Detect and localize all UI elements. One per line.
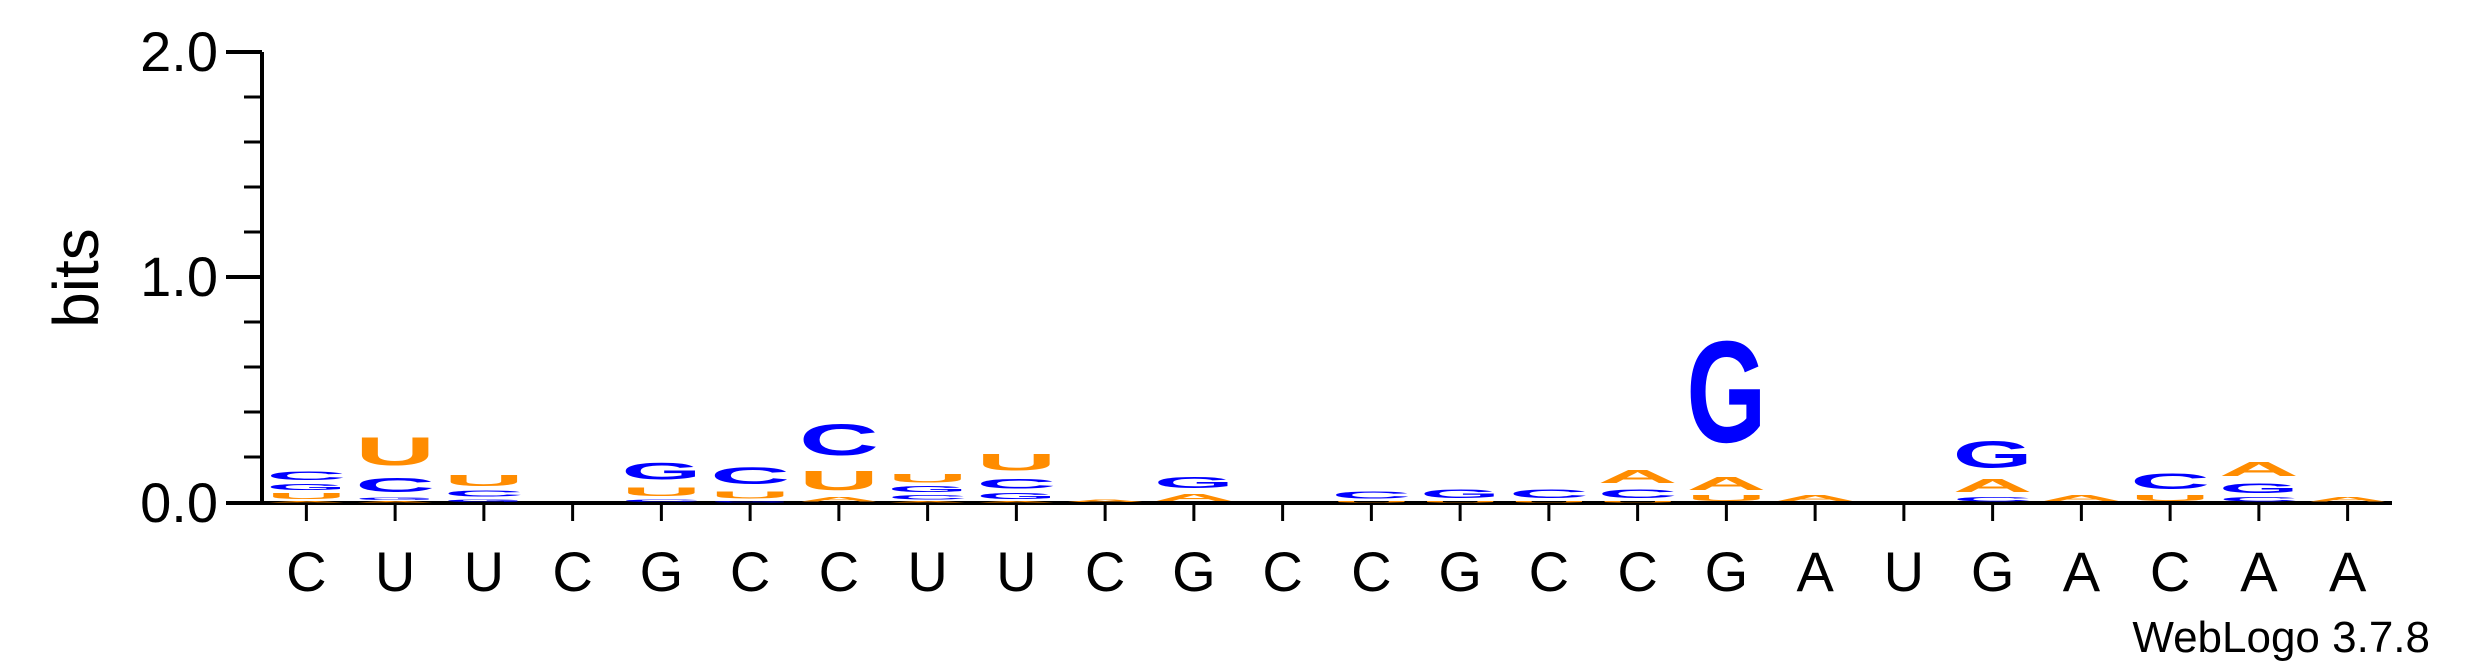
logo-glyph-A: A: [1065, 498, 1145, 503]
x-tick-label: C: [730, 540, 770, 603]
logo-glyph-C: C: [266, 469, 346, 483]
x-tick-label: C: [1617, 540, 1657, 603]
logo-glyph-U: U: [1420, 501, 1500, 503]
logo-glyph-U: U: [2130, 494, 2210, 503]
logo-glyph-A: A: [888, 501, 968, 503]
logo-glyph-G: G: [976, 492, 1056, 501]
logo-glyph-C: C: [2219, 496, 2299, 503]
x-tick-label: C: [1262, 540, 1302, 603]
logo-glyph-U: U: [266, 492, 346, 501]
logo-glyph-C: C: [888, 494, 968, 501]
logo-glyph-G: G: [710, 501, 790, 503]
x-tick-label: G: [1971, 540, 2015, 603]
logo-glyph-A: A: [976, 501, 1056, 503]
logo-glyph-A: A: [2308, 496, 2388, 503]
logo-glyph-C: C: [621, 498, 701, 503]
x-tick-label: U: [1884, 540, 1924, 603]
logo-glyph-A: A: [2041, 494, 2121, 503]
x-ticks: [304, 503, 2350, 521]
logo-glyph-A: A: [799, 496, 879, 503]
y-tick-label-1: 1.0: [140, 245, 218, 308]
logo-glyph-A: A: [1775, 494, 1855, 503]
logo-glyph-U: U: [1331, 501, 1411, 503]
logo-glyph-U: U: [1598, 501, 1678, 503]
logo-glyph-G: G: [1953, 433, 2033, 475]
weblogo-credit: WebLogo 3.7.8: [2132, 613, 2430, 662]
x-tick-label: U: [996, 540, 1036, 603]
x-tick-label: U: [375, 540, 415, 603]
logo-glyph-U: U: [1686, 494, 1766, 503]
logo-glyph-C: C: [444, 489, 524, 498]
x-tick-label: G: [1705, 540, 1749, 603]
logo-glyph-C: C: [976, 476, 1056, 492]
x-tick-label: U: [464, 540, 504, 603]
y-tick-label-0: 0.0: [140, 471, 218, 534]
x-tick-label: U: [907, 540, 947, 603]
logo-glyph-G: G: [266, 483, 346, 492]
logo-glyph-G: G: [1154, 473, 1234, 491]
x-tick-label: A: [2329, 540, 2367, 603]
logo-glyph-C: C: [355, 474, 435, 497]
logo-glyph-G: G: [1420, 487, 1500, 500]
logo-glyph-C: C: [1598, 487, 1678, 501]
x-tick-label: A: [2063, 540, 2101, 603]
x-tick-label: C: [552, 540, 592, 603]
logo-glyph-U: U: [444, 471, 524, 489]
logo-glyph-U: U: [710, 489, 790, 500]
logo-glyph-G: G: [2219, 480, 2299, 496]
logo-glyph-A: A: [266, 501, 346, 503]
logo-glyph-A: A: [1686, 474, 1766, 494]
logo-glyph-G: G: [355, 496, 435, 500]
logo-glyph-A: A: [1598, 467, 1678, 487]
logo-glyph-A: A: [2219, 458, 2299, 481]
logo-glyph-A: A: [355, 501, 435, 503]
logo-glyph-U: U: [1509, 501, 1589, 503]
logo-glyph-C: C: [1509, 487, 1589, 501]
logo-glyph-U: U: [888, 471, 968, 485]
logo-glyph-G: G: [444, 499, 524, 503]
logo-glyph-C: C: [710, 462, 790, 489]
x-tick-label: C: [1529, 540, 1569, 603]
logo-glyph-C: C: [1331, 489, 1411, 500]
logo-glyph-U: U: [799, 465, 879, 496]
x-tick-label: C: [286, 540, 326, 603]
x-tick-label: G: [1438, 540, 1482, 603]
logo-glyph-G: G: [1686, 310, 1766, 473]
x-tick-label: C: [1085, 540, 1125, 603]
logo-glyph-A: A: [1154, 492, 1234, 503]
logo-glyph-U: U: [355, 429, 435, 474]
y-tick-label-2: 2.0: [140, 20, 218, 83]
logo-glyph-A: A: [1953, 476, 2033, 496]
x-tick-label: C: [1351, 540, 1391, 603]
x-tick-label: A: [1796, 540, 1834, 603]
logo-glyph-C: C: [1953, 496, 2033, 503]
logo-glyph-U: U: [621, 485, 701, 499]
x-tick-label: C: [819, 540, 859, 603]
logo-glyph-G: G: [888, 485, 968, 494]
y-axis-label: bits: [40, 228, 112, 328]
logo-glyph-U: U: [976, 449, 1056, 476]
logo-glyph-C: C: [2130, 469, 2210, 494]
logo-glyph-G: G: [621, 458, 701, 485]
logo-glyph-C: C: [799, 415, 879, 464]
x-tick-label: C: [2150, 540, 2190, 603]
x-tick-label: A: [2240, 540, 2278, 603]
x-tick-label: G: [1172, 540, 1216, 603]
x-tick-label: G: [640, 540, 684, 603]
